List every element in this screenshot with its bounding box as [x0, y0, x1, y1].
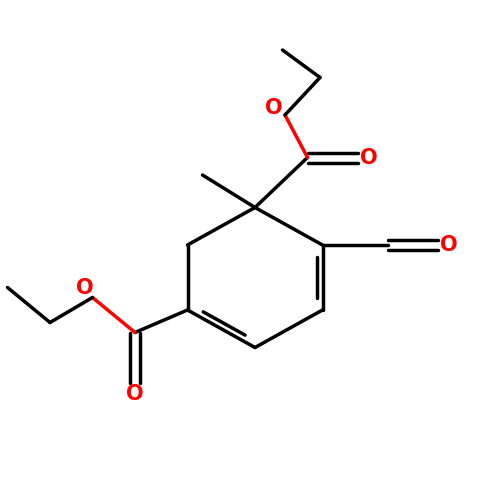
- Text: O: O: [440, 235, 458, 255]
- Text: O: O: [265, 98, 283, 117]
- Text: O: O: [126, 384, 144, 404]
- Text: O: O: [360, 148, 378, 168]
- Text: O: O: [76, 278, 94, 297]
